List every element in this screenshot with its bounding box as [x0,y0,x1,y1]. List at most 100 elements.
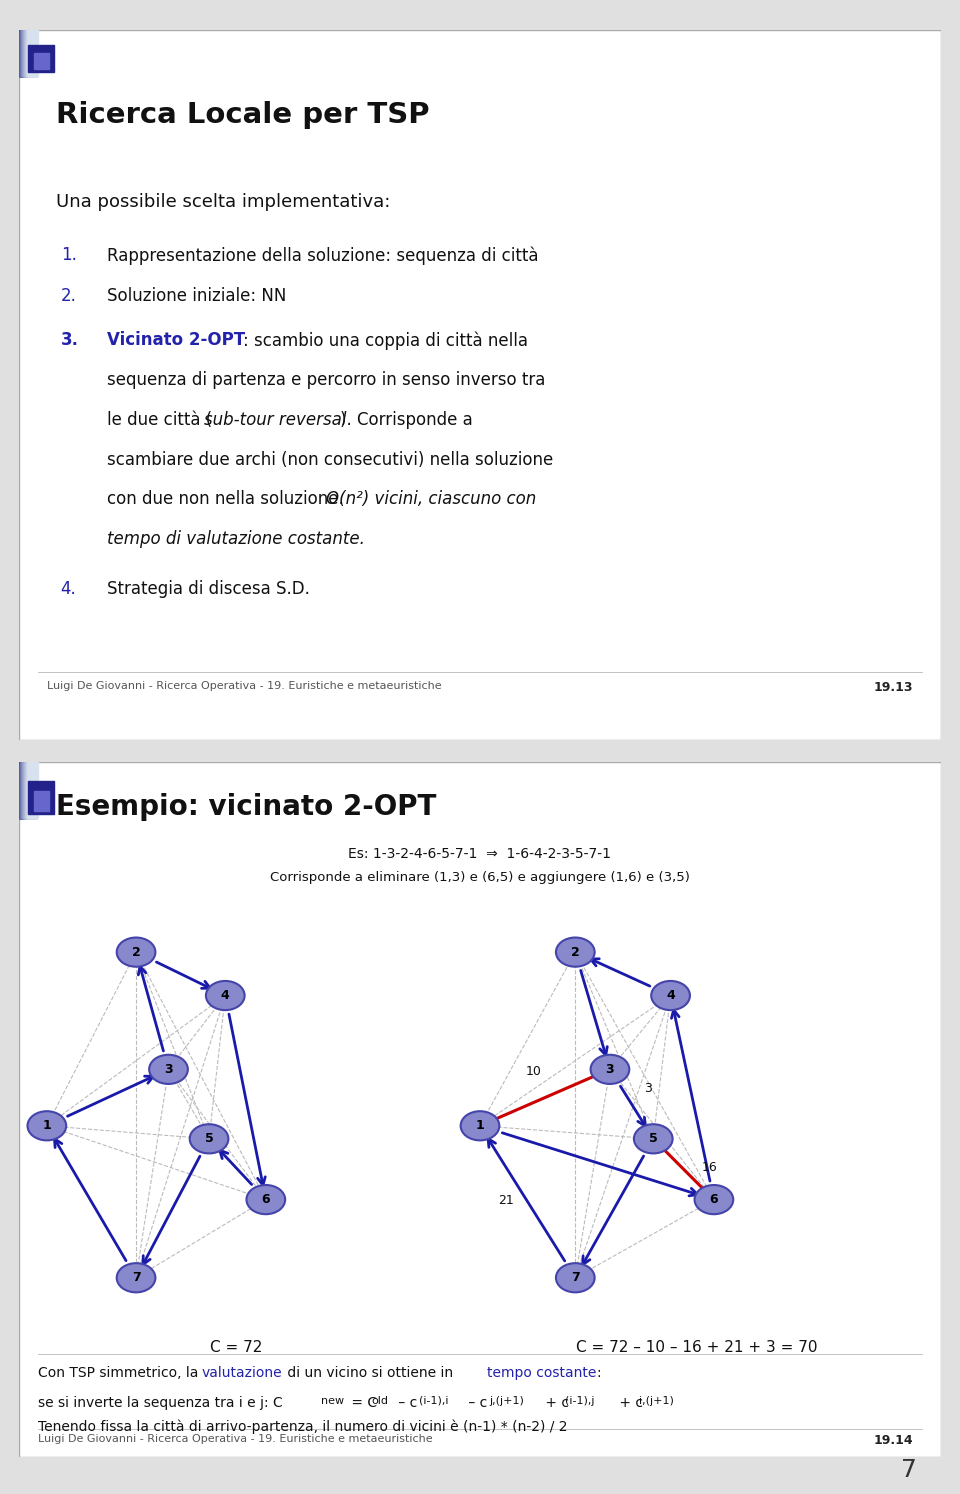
Bar [20,30,30,76]
Bar [28,30,36,76]
Text: + c: + c [540,1395,569,1409]
Text: 3: 3 [164,1062,173,1076]
Text: 1: 1 [475,1119,485,1132]
Bar [28,762,37,817]
Circle shape [117,938,156,967]
Bar [22,30,32,76]
Text: tempo costante: tempo costante [488,1367,597,1380]
Bar [22,30,32,76]
Bar [28,762,37,817]
Bar [28,30,37,76]
Circle shape [634,1123,673,1153]
Bar [25,762,34,817]
Bar [20,762,29,817]
Bar [27,30,36,76]
Circle shape [556,1262,594,1292]
Circle shape [247,1185,285,1215]
Bar [24,762,34,817]
Text: con due non nella soluzione.: con due non nella soluzione. [107,490,348,508]
Bar [26,30,36,76]
Circle shape [461,1112,499,1140]
Bar [19,30,29,76]
Bar [27,30,36,76]
Bar [22,762,32,817]
Text: old: old [372,1395,388,1406]
FancyBboxPatch shape [19,762,941,1457]
Text: 3: 3 [644,1082,652,1095]
Bar [26,30,36,76]
Circle shape [651,982,690,1010]
Bar [26,30,36,76]
Bar [21,30,30,76]
Bar [24,762,34,817]
Bar [28,30,36,76]
Bar [21,30,31,76]
Bar [24,30,34,76]
Bar [20,762,30,817]
Bar [23,30,33,76]
Bar [20,30,30,76]
Bar [19,30,29,76]
Circle shape [149,1055,188,1085]
Bar [23,30,33,76]
Bar [27,762,36,817]
Bar [26,30,35,76]
Text: Con TSP simmetrico, la: Con TSP simmetrico, la [37,1367,203,1380]
Bar [27,30,36,76]
Circle shape [590,1055,630,1085]
Bar [28,762,36,817]
Text: 3.: 3. [60,332,79,350]
Text: 1.: 1. [60,247,77,264]
Text: Luigi De Giovanni - Ricerca Operativa - 19. Euristiche e metaeuristiche: Luigi De Giovanni - Ricerca Operativa - … [47,681,442,692]
Text: 1: 1 [42,1119,51,1132]
Text: :: : [596,1367,601,1380]
Bar [22,30,32,76]
Bar [21,30,31,76]
Bar [29,762,37,817]
Bar [22,762,32,817]
Bar [19,762,29,817]
Bar [22,762,31,817]
Bar [28,30,37,76]
Bar [23,30,33,76]
Circle shape [205,982,245,1010]
Text: 4: 4 [221,989,229,1002]
Text: Rappresentazione della soluzione: sequenza di città: Rappresentazione della soluzione: sequen… [107,247,539,264]
Bar [26,30,35,76]
Bar [27,30,36,76]
Text: 7: 7 [571,1271,580,1285]
Bar [22,30,31,76]
Bar [20,762,30,817]
Bar [24,762,34,817]
Bar [23,762,33,817]
Bar [24,30,33,76]
Bar [27,762,36,817]
Bar [27,762,36,817]
Text: (i-1),i: (i-1),i [420,1395,448,1406]
Bar [20,762,29,817]
Text: : scambio una coppia di città nella: : scambio una coppia di città nella [243,332,528,350]
Bar [19,30,29,76]
Bar [24,30,33,76]
Text: j,(j+1): j,(j+1) [490,1395,524,1406]
Bar [24,30,34,76]
Text: Tenendo fissa la città di arrivo-partenza, il numero di vicini è (n-1) * (n-2) /: Tenendo fissa la città di arrivo-partenz… [37,1419,567,1434]
Bar [27,30,36,76]
Text: 7: 7 [132,1271,140,1285]
Bar [27,30,36,76]
Text: 4.: 4. [60,580,77,598]
Bar [22,30,32,76]
Text: 2.: 2. [60,287,77,305]
Bar [27,762,36,817]
Bar [23,762,33,817]
Text: 6: 6 [261,1194,270,1206]
Bar [23,762,33,817]
Bar [34,52,49,69]
Bar [21,762,30,817]
Bar [24,762,34,817]
Bar [27,30,36,76]
Text: Soluzione iniziale: NN: Soluzione iniziale: NN [107,287,286,305]
Bar [28,30,37,76]
Bar [20,762,29,817]
Bar [24,30,34,76]
